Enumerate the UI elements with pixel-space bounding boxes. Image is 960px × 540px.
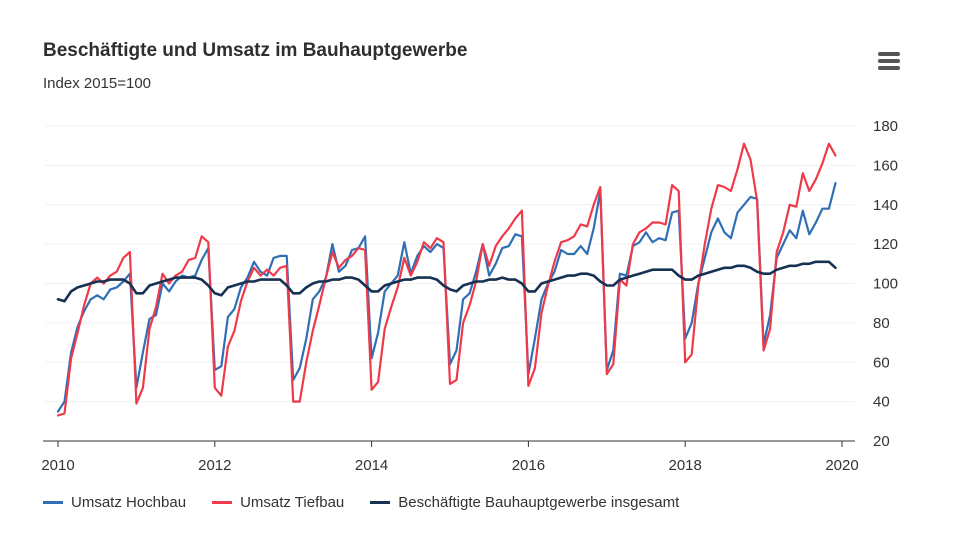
y-tick-label: 100 (873, 276, 898, 293)
legend-swatch-beschaeftigte (370, 501, 391, 504)
y-tick-label: 180 (873, 118, 898, 135)
x-tick-label: 2012 (198, 457, 231, 474)
y-tick-label: 40 (873, 394, 890, 411)
legend-swatch-tiefbau (212, 501, 233, 504)
legend-item-umsatz-hochbau[interactable]: Umsatz Hochbau (43, 494, 186, 511)
y-tick-label: 60 (873, 354, 890, 371)
chart-subtitle: Index 2015=100 (43, 75, 152, 92)
y-tick-label: 140 (873, 197, 898, 214)
series-line-1 (56, 142, 837, 417)
hamburger-menu-icon[interactable] (876, 50, 902, 72)
legend-label: Beschäftigte Bauhauptgewerbe insgesamt (398, 494, 680, 511)
legend-label: Umsatz Tiefbau (240, 494, 345, 511)
series-line-2 (56, 260, 837, 303)
y-tick-label: 20 (873, 433, 890, 450)
x-tick-label: 2018 (669, 457, 702, 474)
legend-item-umsatz-tiefbau[interactable]: Umsatz Tiefbau (212, 494, 344, 511)
x-tick-label: 2016 (512, 457, 545, 474)
legend: Umsatz Hochbau Umsatz Tiefbau Beschäftig… (43, 494, 679, 511)
x-tick-label: 2020 (825, 457, 858, 474)
x-tick-label: 2014 (355, 457, 388, 474)
x-tick-label: 2010 (41, 457, 74, 474)
legend-swatch-hochbau (43, 501, 63, 504)
y-tick-label: 80 (873, 315, 890, 332)
chart-title: Beschäftigte und Umsatz im Bauhauptgewer… (43, 40, 468, 61)
y-tick-label: 120 (873, 236, 898, 253)
legend-item-beschaeftigte[interactable]: Beschäftigte Bauhauptgewerbe insgesamt (370, 494, 679, 511)
legend-label: Umsatz Hochbau (71, 494, 187, 511)
y-tick-label: 160 (873, 157, 898, 174)
